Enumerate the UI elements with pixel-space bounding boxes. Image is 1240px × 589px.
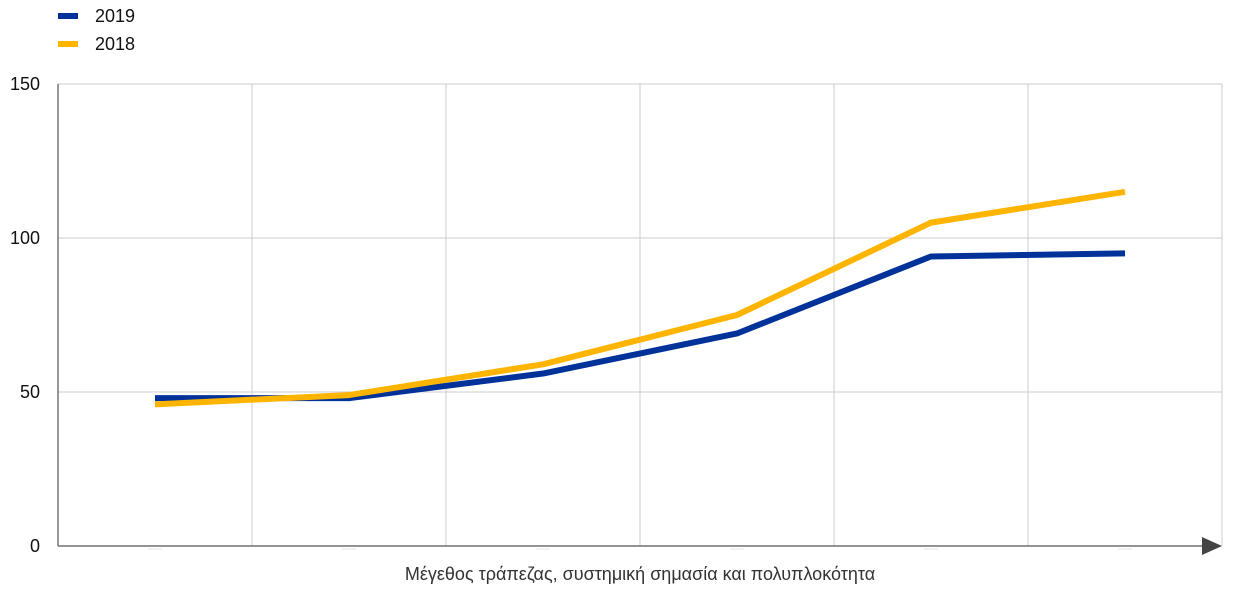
x-axis-label: Μέγεθος τράπεζας, συστημική σημασία και … [404,564,876,584]
y-tick-label: 0 [30,536,40,556]
y-tick-label: 50 [20,382,40,402]
legend-swatch-2019 [58,13,78,19]
legend: 2019 2018 [58,2,135,58]
x-axis-arrow [1202,537,1222,555]
legend-label-2018: 2018 [95,33,136,54]
series-line-2018 [154,188,1126,408]
y-tick-label: 150 [10,74,40,94]
legend-label-2019: 2019 [95,5,136,26]
legend-swatch-2018 [58,41,78,47]
legend-item-2019: 2019 [58,2,135,30]
y-tick-label: 100 [10,228,40,248]
legend-item-2018: 2018 [58,30,135,58]
